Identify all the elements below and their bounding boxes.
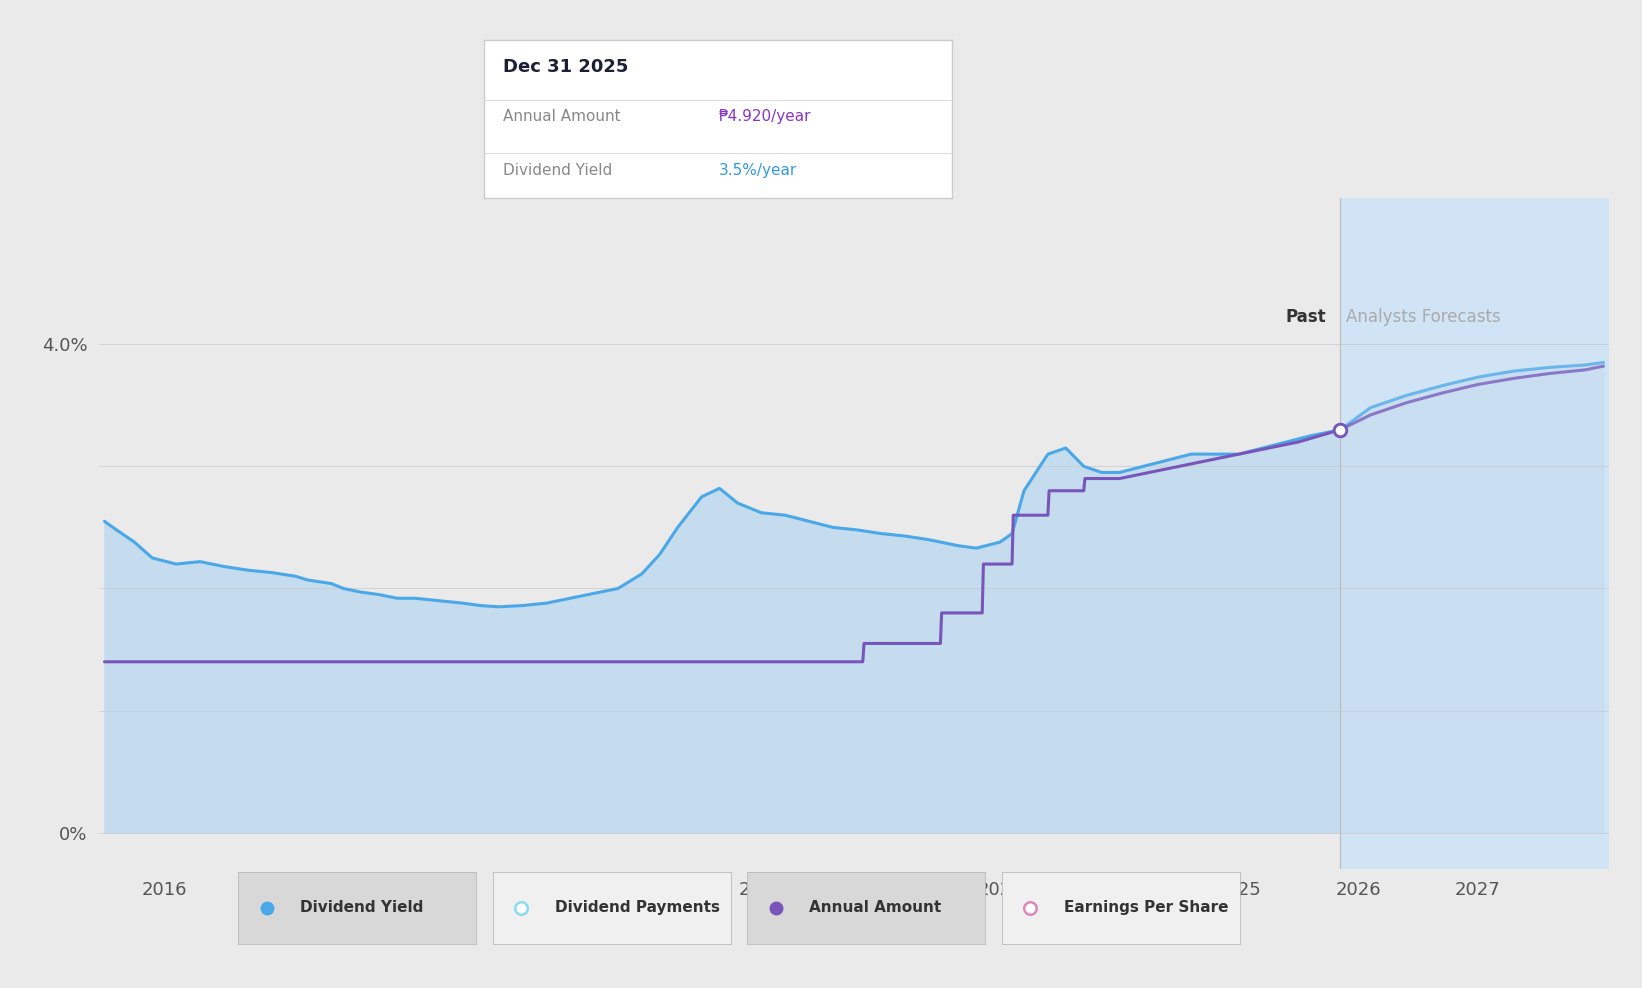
Text: ₱4.920/year: ₱4.920/year <box>719 109 811 124</box>
Text: Dec 31 2025: Dec 31 2025 <box>502 58 629 76</box>
Text: Annual Amount: Annual Amount <box>810 900 941 916</box>
Text: Analysts Forecasts: Analysts Forecasts <box>1346 308 1501 326</box>
Bar <box>1340 198 1609 869</box>
Text: Dividend Payments: Dividend Payments <box>555 900 719 916</box>
Text: Past: Past <box>1286 308 1327 326</box>
Text: Annual Amount: Annual Amount <box>502 109 621 124</box>
Text: Earnings Per Share: Earnings Per Share <box>1064 900 1228 916</box>
Text: Dividend Yield: Dividend Yield <box>300 900 424 916</box>
Text: Dividend Yield: Dividend Yield <box>502 163 612 178</box>
Text: 3.5%/year: 3.5%/year <box>719 163 796 178</box>
